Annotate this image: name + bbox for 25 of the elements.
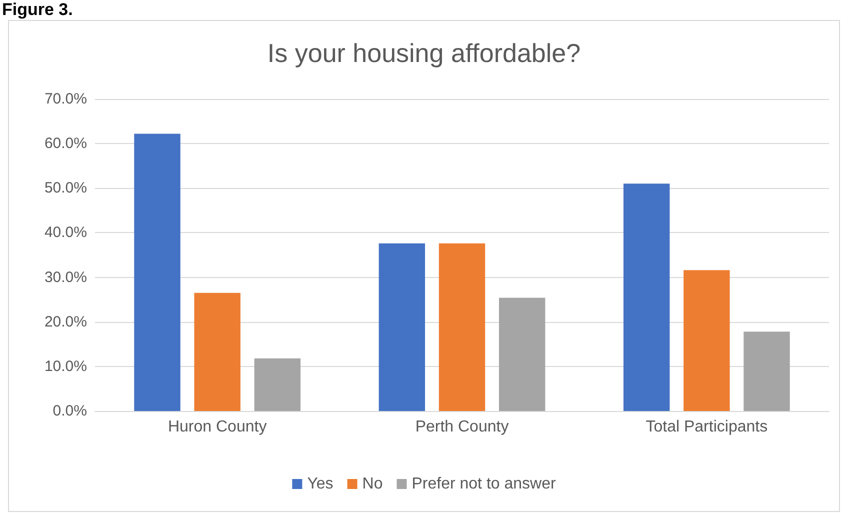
y-tick-label: 70.0% <box>44 90 87 108</box>
y-tick-label: 20.0% <box>44 313 87 330</box>
y-tick-label: 10.0% <box>44 358 87 375</box>
chart-title: Is your housing affordable? <box>267 38 581 68</box>
bar <box>498 298 546 411</box>
y-tick-label: 50.0% <box>44 180 87 197</box>
bar <box>744 332 790 411</box>
y-tick-label: 60.0% <box>44 135 87 152</box>
legend-label: Prefer not to answer <box>412 476 556 492</box>
caption: Figure 3. <box>2 0 73 20</box>
bar <box>684 270 730 411</box>
bar <box>378 243 426 411</box>
legend-label: No <box>362 476 383 492</box>
y-tick-label: 40.0% <box>44 224 87 242</box>
bar <box>254 358 301 411</box>
x-tick-label: Total Participants <box>646 418 768 436</box>
x-tick-label: Perth County <box>415 418 509 436</box>
y-tick-label: 30.0% <box>44 268 87 286</box>
bar <box>623 184 670 411</box>
y-tick-label: 0.0% <box>52 402 87 420</box>
bar <box>438 243 486 411</box>
bar <box>134 134 180 411</box>
bar <box>194 292 240 411</box>
x-tick-label: Huron County <box>168 418 267 436</box>
legend-label: Yes <box>307 476 334 492</box>
